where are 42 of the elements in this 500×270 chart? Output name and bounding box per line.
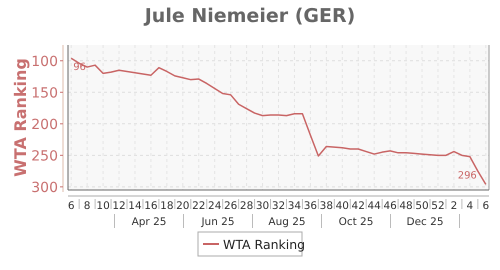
y-tick-label: 250 [31,148,58,164]
x-tick-label: 28 [240,200,254,212]
x-tick-label: 22 [192,200,206,212]
x-tick-label: 42 [352,200,365,212]
x-tick-label: 50 [415,200,429,212]
x-tick-label: 2 [450,200,458,212]
text: Oct 25 [338,216,374,228]
x-tick-label: 30 [256,200,270,212]
text: Apr 25 [132,216,166,228]
x-tick-label: 24 [208,200,222,212]
y-tick-label: 200 [31,116,58,133]
x-tick-label: 18 [160,200,174,212]
y-tick-label: 300 [31,180,58,196]
x-tick-label: 48 [399,200,413,212]
y-axis-title: WTA Ranking [11,58,30,177]
line-series [70,57,487,186]
x-tick-label: 6 [482,200,490,212]
text: Dec 25 [406,216,444,228]
chart-title: Jule Niemeier (GER) [142,5,356,27]
x-tick-label: 8 [84,200,90,212]
text: Jun 25 [200,216,235,228]
x-tick-label: 46 [383,200,398,212]
x-tick-label: 10 [96,200,110,212]
x-tick-label: 44 [367,200,382,212]
y-tick-label: 100 [31,54,58,70]
x-tick-label: 40 [336,200,349,212]
text: Aug 25 [268,216,306,228]
x-tick-label: 20 [176,200,190,212]
x-tick-label: 38 [320,200,334,212]
x-tick-label: 36 [304,200,318,212]
data-label: 296 [458,170,477,182]
x-tick-label: 4 [466,200,474,212]
x-tick-label: 34 [288,200,302,212]
x-tick-label: 26 [224,200,238,212]
y-tick-label: 150 [31,85,58,102]
x-tick-label: 14 [128,200,142,212]
x-tick-label: 52 [431,200,445,212]
x-tick-label: 12 [112,200,126,212]
x-tick-label: 6 [68,200,75,212]
x-tick-label: 32 [272,200,286,212]
legend-label: WTA Ranking [223,237,306,252]
x-tick-label: 16 [144,200,158,212]
